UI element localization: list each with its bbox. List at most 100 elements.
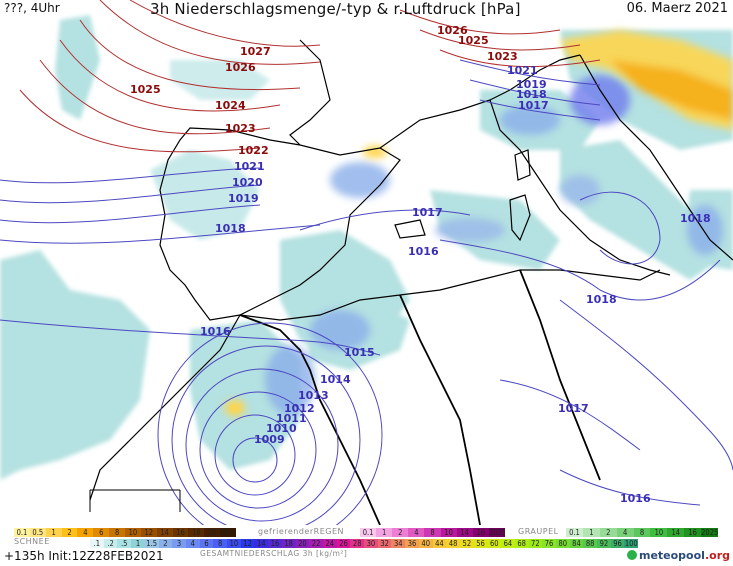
colorbar-cell: 48 <box>446 539 460 548</box>
colorbar-cell: 4 <box>616 528 634 537</box>
isobar-label: 1023 <box>225 122 256 135</box>
colorbar-cell: 0.1 <box>360 528 377 537</box>
colorbar-cell: 1 <box>45 528 62 537</box>
colorbar-cell: 56 <box>473 539 488 548</box>
colorbar-cell: 2 <box>158 539 173 548</box>
isobar-label: 1024 <box>215 99 246 112</box>
colorbar-cell: .1 <box>90 539 104 548</box>
isobar-label: 1015 <box>344 346 375 359</box>
borders <box>239 269 601 525</box>
colorbar-cell: 96 <box>610 539 625 548</box>
colorbar-cell: 14 <box>456 528 473 537</box>
colorbar-cell: 26 <box>336 539 351 548</box>
colorbar-cell: 2 <box>392 528 409 537</box>
colorbar-cell: 4 <box>185 539 200 548</box>
colorbar-cell: 12 <box>140 528 157 537</box>
precipitation-moderate <box>265 75 723 415</box>
colorbar-cell: 16 <box>268 539 282 548</box>
colorbar-cell: 92 <box>597 539 611 548</box>
colorbar-cell: 76 <box>542 539 556 548</box>
colorbar-cell: 1 <box>582 528 600 537</box>
isobar-label: 1027 <box>240 45 271 58</box>
isobar-label: 1018 <box>215 222 246 235</box>
isobar-label: 1021 <box>234 160 265 173</box>
colorbar-cell: 16 <box>684 528 702 537</box>
colorbar-cell: 30 <box>364 539 378 548</box>
colorbar-cell: 2025+ <box>488 528 505 537</box>
isobar-label: 1009 <box>254 433 285 446</box>
colorbar-cell: 52 <box>459 539 474 548</box>
isobar-label: 1013 <box>298 389 329 402</box>
isobar-label: 1019 <box>228 192 259 205</box>
isobars-high <box>19 0 601 153</box>
isobar-label: 1025 <box>458 34 489 47</box>
colorbar-cell: 6 <box>93 528 110 537</box>
colorbar-cell: 10 <box>125 528 141 537</box>
colorbar-cell: 16 <box>472 528 489 537</box>
isobar-label: 1016 <box>200 325 231 338</box>
isobar-label: 1014 <box>320 373 351 386</box>
colorbar-cell: 22 <box>309 539 323 548</box>
brand-suffix: .org <box>704 549 730 562</box>
init-time: +135h Init:12Z28FEB2021 <box>4 549 164 563</box>
isobar-label: 1017 <box>558 402 589 415</box>
isobar-label: 1016 <box>408 245 439 258</box>
isobar-label: 1010 <box>266 422 297 435</box>
colorbar-cell: .5 <box>117 539 132 548</box>
colorbar-cell: 24 <box>322 539 337 548</box>
isobar-label: 1019 <box>516 78 547 91</box>
colorbar-cell: 1 <box>131 539 145 548</box>
colorbar-cell: 8 <box>633 528 651 537</box>
brand-logo: meteopool.org <box>626 549 730 562</box>
isobar-label: 1026 <box>437 24 468 37</box>
colorbar-cell: 44 <box>432 539 447 548</box>
colorbar-cell: 14 <box>156 528 173 537</box>
isobars-low <box>0 59 733 525</box>
isobar-labels-high: 1027 1026 1025 1024 1023 1022 1026 1025 … <box>130 24 518 157</box>
colorbar-cell: 100 <box>624 539 639 548</box>
colorbar-cell: 20 <box>204 528 221 537</box>
isobar-label: 1017 <box>412 206 443 219</box>
graupel-label: GRAUPEL <box>518 527 559 536</box>
colorbar-cell: 64 <box>501 539 515 548</box>
colorbar-cell: 18 <box>281 539 296 548</box>
colorbar-cell: 88 <box>583 539 598 548</box>
total-precip-colorbar: .1.2.5 1 1.5 2 3 4 6 8 10 12 14 16 18 20 22 24 26 28 30 32 3… <box>90 539 639 548</box>
colorbar-cell: 32 <box>377 539 392 548</box>
isobar-label: 1016 <box>620 492 651 505</box>
isobar-label: 1018 <box>516 88 547 101</box>
isobar-label: 1026 <box>225 61 256 74</box>
colorbar-cell: 80 <box>555 539 570 548</box>
map-title: 3h Niederschlagsmenge/-typ & r.Luftdruck… <box>150 0 521 18</box>
precipitation-light <box>0 15 733 480</box>
isobar-label: 1017 <box>518 99 549 112</box>
colorbar-cell: 84 <box>569 539 584 548</box>
colorbar-cell: 25+ <box>220 528 237 537</box>
snow-colorbar: 0.1 0.5 1 2 4 6 8 10 12 14 16 18 20 25+ <box>14 528 237 537</box>
colorbar-cell: 68 <box>514 539 529 548</box>
colorbar-cell: 4 <box>77 528 94 537</box>
colorbar-cell: 40 <box>418 539 433 548</box>
colorbar-cell: 60 <box>487 539 502 548</box>
colorbar-cell: 14 <box>667 528 685 537</box>
colorbar-cell: 2 <box>61 528 78 537</box>
map-date: 06. Maerz 2021 <box>626 1 728 16</box>
colorbar-cell: 16 <box>172 528 189 537</box>
isobar-label: 1012 <box>284 402 315 415</box>
colorbar-cell: 6 <box>199 539 214 548</box>
colorbar-cell: 0.1 <box>14 528 30 537</box>
colorbar-cell: 3 <box>172 539 186 548</box>
colorbar-cell: 36 <box>405 539 419 548</box>
colorbar-cell: 1 <box>376 528 393 537</box>
colorbar-cell: 8 <box>213 539 228 548</box>
colorbar-cell: 8 <box>424 528 441 537</box>
isobar-label: 1020 <box>232 176 263 189</box>
run-time-label: ???, 4Uhr <box>4 1 60 15</box>
isobar-label: 1022 <box>238 144 269 157</box>
isobar-label: 1018 <box>586 293 617 306</box>
snow-label: SCHNEE <box>14 537 50 546</box>
colorbar-cell: 12 <box>240 539 255 548</box>
map-canvas: 1027 1026 1025 1024 1023 1022 1026 1025 … <box>0 0 733 525</box>
brand-name: meteopool <box>638 549 705 562</box>
